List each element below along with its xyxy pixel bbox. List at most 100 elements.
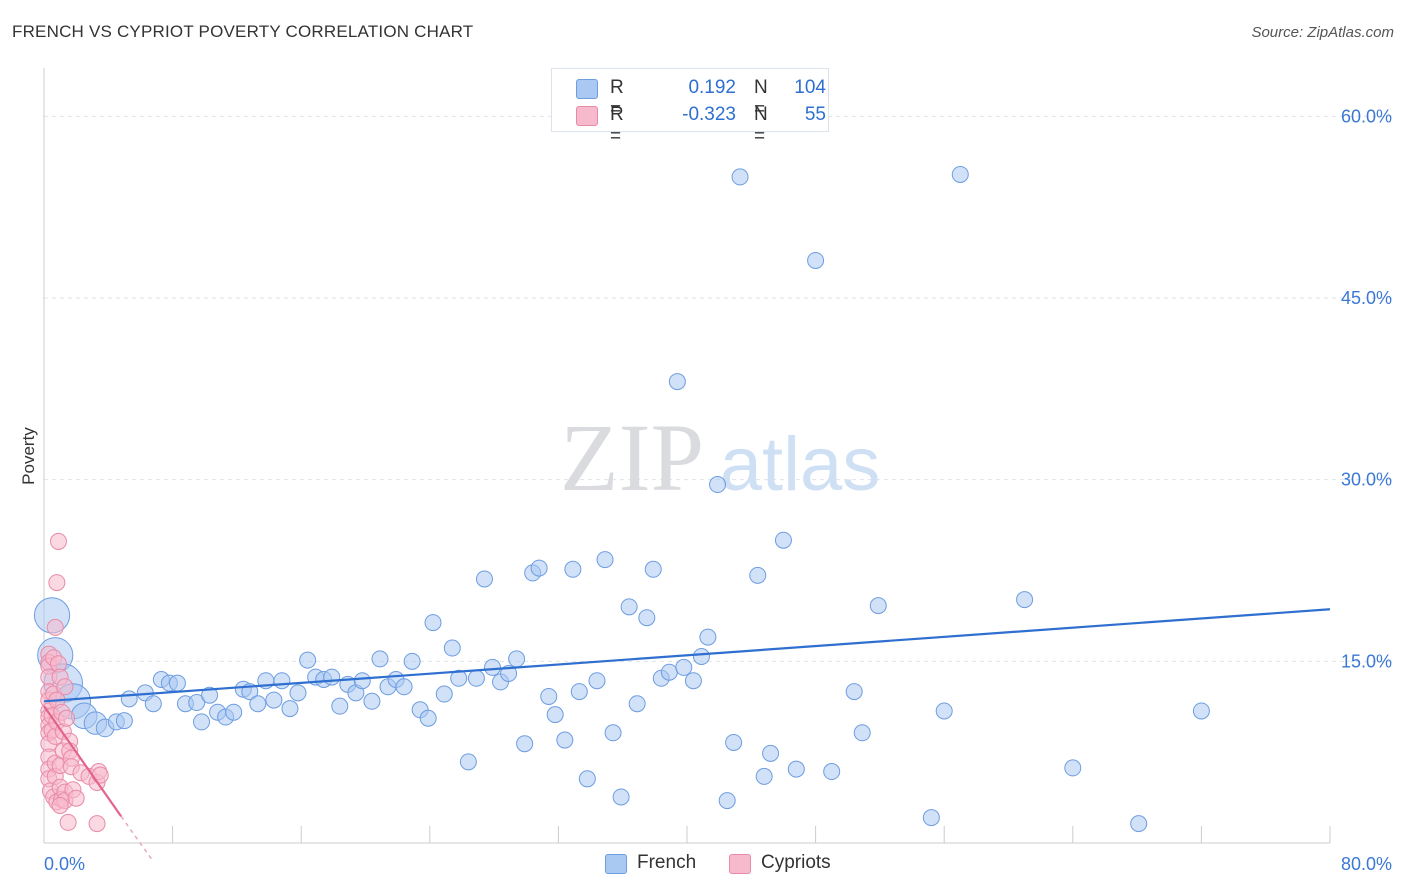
french-point [668,373,686,391]
french-point [675,658,693,676]
legend-label-cypriots: Cypriots [761,852,831,873]
french-point [731,168,749,186]
legend-swatch-french [576,79,598,99]
french-point [363,692,381,710]
cypriots-point [48,574,66,592]
y-tick-label: 45.0% [1341,288,1392,308]
french-point [353,672,371,690]
french-point [823,763,841,781]
french-point [620,598,638,616]
source-label: Source: ZipAtlas.com [1251,24,1394,41]
french-point [467,669,485,687]
cypriots-trend-line [43,705,123,817]
y-axis-title: Poverty [19,427,38,485]
cypriots-point [67,789,85,807]
french-point [193,713,211,731]
axis-labels: 15.0% 30.0% 45.0% 60.0% 0.0% 80.0% Poverty [19,106,1392,874]
french-point [638,609,656,627]
french-point [578,770,596,788]
french-point [1016,591,1034,609]
cypriots-point [91,766,109,784]
french-point [331,697,349,715]
french-point [265,691,283,709]
cypriots-point [49,532,67,550]
french-point [249,695,267,713]
french-point [807,251,825,269]
cypriots-point [59,813,77,831]
stats-legend: R = 0.192 N = 104 R = -0.323 N = 55 [551,68,829,147]
french-point [403,652,421,670]
french-point [115,712,133,730]
french-point [755,767,773,785]
french-point [845,683,863,701]
french-point [1192,702,1210,720]
french-point [516,735,534,753]
french-point [564,560,582,578]
french-point [596,551,614,569]
trend-lines [43,608,1331,862]
french-point [774,531,792,549]
data-points [33,165,1210,833]
cypriots-point [56,678,74,696]
french-point [395,678,413,696]
legend-swatch-cypriots [576,106,598,126]
french-point [540,687,558,705]
french-point [546,706,564,724]
cypriots-point [46,618,64,636]
french-point [225,703,243,721]
french-point [281,700,299,718]
grid-lines [44,115,1392,662]
cypriots-point [88,815,106,833]
french-point [424,614,442,632]
legend-r-value: 0.192 [688,77,736,98]
cypriots-point [51,796,69,814]
chart-title: FRENCH VS CYPRIOT POVERTY CORRELATION CH… [12,22,474,41]
french-point [951,165,969,183]
french-point [144,695,162,713]
y-tick-label: 60.0% [1341,106,1392,126]
legend-n-value: 55 [804,104,826,125]
french-point [699,628,717,646]
french-point [508,650,526,668]
french-point [644,560,662,578]
y-tick-label: 15.0% [1341,651,1392,671]
french-point [749,566,767,584]
legend-r-value: -0.323 [682,104,736,125]
french-point [450,669,468,687]
french-point [459,753,477,771]
french-point [273,672,291,690]
french-point [588,672,606,690]
french-point [1064,759,1082,777]
french-point [628,695,646,713]
french-point [692,647,710,665]
french-point [709,476,727,494]
french-point [725,733,743,751]
x-tick-label: 0.0% [44,854,85,874]
french-point [188,694,206,712]
french-point [371,650,389,668]
legend-r-label: R = [610,77,624,120]
watermark-zip: ZIP [560,404,704,511]
legend-r-label: R = [610,104,624,147]
french-point [443,639,461,657]
french-point [120,690,138,708]
french-point [556,731,574,749]
legend-swatch-cypriots [729,854,751,874]
french-point [500,664,518,682]
watermark: ZIP atlas [560,404,880,511]
legend-n-label: N = [754,104,768,147]
watermark-atlas: atlas [720,422,881,507]
x-tick-label: 80.0% [1341,854,1392,874]
french-point [201,686,219,704]
french-point [570,683,588,701]
french-point [853,724,871,742]
french-point [660,663,678,681]
french-point [612,788,630,806]
french-point [762,744,780,762]
french-point [530,559,548,577]
french-point [1130,815,1148,833]
french-point [604,724,622,742]
french-point [935,702,953,720]
y-tick-label: 30.0% [1341,470,1392,490]
